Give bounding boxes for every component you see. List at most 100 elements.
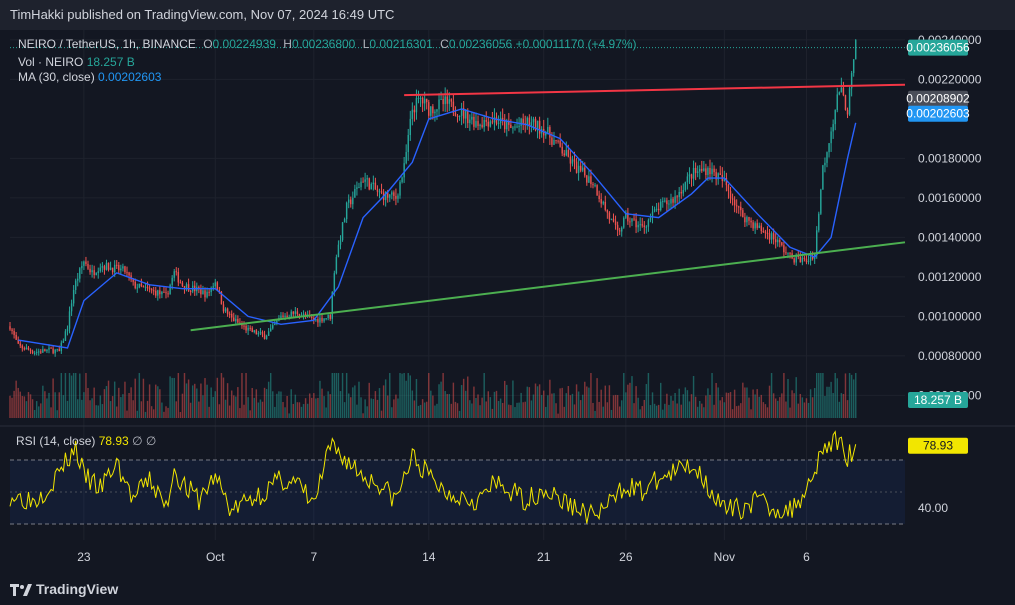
candle-body (727, 185, 730, 192)
candle-body (267, 331, 270, 336)
candle-body (696, 171, 699, 173)
price-tick-label: 0.00220000 (918, 72, 982, 86)
candle-body (134, 281, 136, 289)
volume-bar (155, 384, 157, 418)
rsi-legend[interactable]: RSI (14, close) 78.93 ∅ ∅ (16, 434, 156, 448)
time-tick-label: Nov (714, 550, 735, 564)
volume-bar (610, 409, 613, 418)
candle-body (177, 272, 180, 283)
candle-body (378, 191, 381, 193)
candle-body (573, 159, 576, 162)
ma-legend[interactable]: MA (30, close) 0.00202603 (18, 70, 161, 84)
candle-body (489, 121, 492, 127)
candle-body (397, 195, 399, 199)
ma-label: MA (30, close) (18, 70, 95, 84)
grid (10, 30, 905, 540)
volume-bar (21, 396, 24, 418)
volume-bar (194, 383, 196, 418)
volume-bar (113, 381, 116, 418)
volume-bar (485, 401, 487, 418)
candle-body (159, 290, 161, 295)
volume-bar (627, 384, 629, 418)
volume-bar (181, 393, 184, 418)
candle-body (352, 197, 354, 205)
volume-bar (727, 392, 730, 418)
volume-bar (487, 391, 490, 418)
volume-bar (202, 395, 204, 418)
volume-bar (705, 395, 707, 418)
candle-body (454, 112, 457, 116)
candle-body (399, 182, 401, 196)
volume-bar (430, 390, 432, 418)
volume-bar (17, 387, 19, 418)
volume-bar (820, 373, 822, 418)
volume-bar (354, 385, 356, 418)
time-tick-label: 7 (310, 550, 317, 564)
volume-bar (795, 377, 797, 418)
candle-body (746, 217, 748, 223)
candle-body (48, 347, 50, 350)
candle-body (729, 191, 732, 199)
volume-bar (50, 407, 52, 418)
volume-bar (235, 396, 237, 418)
change-value: +0.00011170 (+4.97%) (515, 37, 637, 51)
volume-bar (175, 401, 177, 418)
volume-bar (48, 392, 50, 418)
volume-bar (165, 406, 167, 418)
volume-bar (692, 376, 695, 418)
volume-bar (397, 398, 399, 418)
volume-bar (31, 399, 34, 418)
candle-body (261, 332, 264, 335)
time-tick-label: 14 (422, 550, 436, 564)
candle-body (848, 88, 851, 115)
candle-body (703, 168, 705, 171)
volume-bar (423, 402, 426, 418)
candle-body (376, 189, 379, 192)
volume-bar (530, 400, 533, 418)
volume-bar (315, 398, 317, 418)
price-axis[interactable]: 0.002400000.002200000.001800000.00160000… (918, 33, 982, 515)
volume-bar (311, 397, 313, 418)
volume-legend[interactable]: Vol · NEIRO 18.257 B (18, 55, 135, 69)
volume-bar (323, 396, 325, 418)
candle-body (503, 119, 506, 130)
candle-body (200, 289, 202, 295)
volume-bar (19, 391, 21, 418)
candle-body (762, 230, 765, 232)
candle-body (87, 263, 89, 269)
candle-body (54, 349, 56, 354)
candle-body (555, 139, 557, 141)
candle-body (485, 120, 487, 122)
candle-body (206, 291, 208, 298)
rsi-line (9, 430, 857, 524)
volume-bar (40, 403, 42, 418)
volume-bar (719, 400, 721, 418)
candle-body (559, 140, 561, 147)
volume-bar (436, 403, 438, 418)
volume-bar (838, 401, 841, 418)
candle-body (549, 127, 551, 138)
resistance-trendline[interactable] (404, 83, 906, 97)
time-axis[interactable]: 23 Oct 7 14 21 26 Nov 6 (77, 550, 810, 564)
volume-bar (512, 380, 514, 418)
candle-body (600, 199, 602, 204)
volume-bar (477, 394, 479, 418)
support-trendline[interactable] (190, 241, 906, 332)
candle-body (214, 282, 216, 287)
volume-bar (72, 373, 75, 418)
candle-body (91, 270, 93, 273)
volume-bar (561, 387, 563, 418)
candle-body (269, 328, 272, 332)
candle-body (50, 347, 52, 349)
volume-bar (220, 373, 223, 418)
candle-body (286, 315, 288, 318)
rsi-value-label: 78.93 (923, 439, 953, 453)
candle-body (522, 118, 524, 124)
volume-bar (58, 392, 60, 418)
candle-body (360, 181, 362, 188)
symbol-legend[interactable]: NEIRO / TetherUS, 1h, BINANCE O0.0022493… (18, 37, 637, 51)
candle-body (337, 244, 340, 258)
volume-bar (565, 393, 568, 418)
